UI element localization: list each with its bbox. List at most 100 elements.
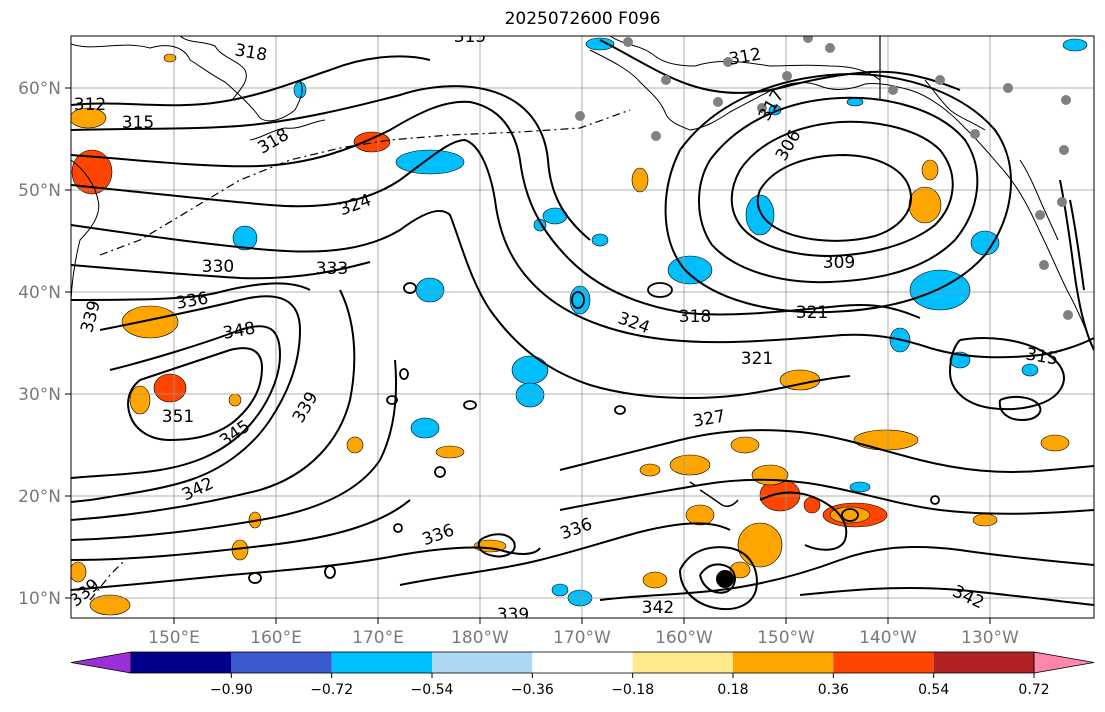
station-dot xyxy=(1057,197,1067,207)
lon-tick-label: 160°W xyxy=(655,628,713,648)
map-background xyxy=(71,36,1094,618)
contour-label: 321 xyxy=(741,349,773,369)
anomaly-patch xyxy=(415,277,445,303)
contour-label: 351 xyxy=(162,407,194,427)
anomaly-patch xyxy=(129,385,151,415)
colorbar-bin xyxy=(131,652,232,673)
station-dot xyxy=(757,103,767,113)
lon-tick-label: 170°E xyxy=(352,628,404,648)
lat-tick-label: 50°N xyxy=(18,181,61,201)
colorbar-bin xyxy=(532,652,633,673)
colorbar-tick-label: 0.54 xyxy=(918,682,949,698)
anomaly-patch xyxy=(515,382,545,408)
contour-label: 342 xyxy=(642,598,674,618)
anomaly-patch xyxy=(642,571,668,589)
anomaly-patch xyxy=(153,373,187,403)
anomaly-patch xyxy=(585,37,615,51)
lon-tick-label: 150°W xyxy=(757,628,815,648)
anomaly-patch xyxy=(751,464,789,486)
station-dot xyxy=(825,43,835,53)
station-dot xyxy=(623,37,633,47)
anomaly-patch xyxy=(639,463,661,477)
lon-tick-label: 140°W xyxy=(859,628,917,648)
anomaly-patch xyxy=(829,506,871,524)
lat-tick-label: 60°N xyxy=(18,79,61,99)
colorbar-extend-min xyxy=(70,651,132,674)
lat-tick-label: 40°N xyxy=(18,283,61,303)
station-dot xyxy=(935,75,945,85)
colorbar-tick-label: −0.90 xyxy=(210,682,253,698)
colorbar-bin xyxy=(432,652,533,673)
colorbar-tick-label: −0.36 xyxy=(511,682,554,698)
colorbar-tick-label: −0.72 xyxy=(310,682,353,698)
axis-ticks: 60°N 50°N 40°N 30°N 20°N 10°N 150°E 160°E 170°E 1… xyxy=(18,79,1019,648)
anomaly-patch xyxy=(1040,434,1070,452)
anomaly-patch xyxy=(631,167,649,193)
station-dot xyxy=(713,97,723,107)
colorbar-bin xyxy=(833,652,934,673)
station-dot xyxy=(803,36,813,43)
anomaly-patch xyxy=(849,481,871,493)
station-dot xyxy=(661,75,671,85)
station-dot xyxy=(1039,260,1049,270)
anomaly-patch xyxy=(293,81,307,99)
contour-label: 318 xyxy=(679,307,711,327)
colorbar-bin xyxy=(933,652,1034,673)
station-dot xyxy=(651,131,661,141)
anomaly-patch xyxy=(591,233,609,247)
station-dot xyxy=(970,129,980,139)
contour-label: 315 xyxy=(454,27,486,47)
anomaly-patch xyxy=(970,230,1000,256)
colorbar-tick-label: 0.36 xyxy=(818,682,849,698)
anomaly-patch xyxy=(921,159,939,181)
anomaly-patch xyxy=(121,305,179,339)
anomaly-patch xyxy=(853,429,919,451)
contour-label: 312 xyxy=(74,95,106,115)
station-dot xyxy=(1003,83,1013,93)
anomaly-patch xyxy=(669,454,711,476)
anomaly-patch xyxy=(569,285,591,315)
storm-center-marker xyxy=(716,570,734,588)
map-title: 2025072600 F096 xyxy=(504,9,661,29)
station-dot xyxy=(888,85,898,95)
colorbar-bin xyxy=(231,652,332,673)
anomaly-patch xyxy=(71,561,87,583)
gridlines xyxy=(71,36,1094,618)
anomaly-patch xyxy=(846,97,864,107)
colorbar-tick-label: 0.72 xyxy=(1018,682,1049,698)
station-dot xyxy=(1059,145,1069,155)
anomaly-patch xyxy=(1021,363,1039,377)
colorbar-frame xyxy=(130,651,1035,674)
lon-tick-label: 160°E xyxy=(250,628,302,648)
anomaly-patch xyxy=(232,225,258,251)
anomaly-patch xyxy=(346,436,364,454)
station-dot xyxy=(1061,95,1071,105)
station-dot xyxy=(575,111,585,121)
station-dot xyxy=(782,71,792,81)
trajectory-dashdot xyxy=(99,109,631,256)
colorbar: −0.90 −0.72 −0.54 −0.36 −0.18 0.18 0.36 0.54 0.7… xyxy=(70,651,1095,698)
small-contour-blobs xyxy=(248,282,940,584)
lat-tick-label: 30°N xyxy=(18,385,61,405)
anomaly-patch xyxy=(228,393,242,407)
anomaly-patch xyxy=(435,445,465,459)
station-dot xyxy=(1035,210,1045,220)
anomaly-patch xyxy=(511,355,549,385)
colorbar-tick-label: −0.54 xyxy=(411,682,454,698)
anomaly-patch xyxy=(89,594,131,616)
anomaly-patch xyxy=(71,107,107,129)
anomaly-patch xyxy=(395,149,465,175)
lon-tick-label: 170°W xyxy=(553,628,611,648)
anomaly-patch xyxy=(163,53,177,63)
anomaly-patch xyxy=(908,186,942,224)
anomaly-patch xyxy=(667,255,713,285)
lat-tick-label: 20°N xyxy=(18,487,61,507)
station-markers xyxy=(575,36,1073,320)
anomaly-patch xyxy=(71,149,113,195)
colorbar-tick-label: −0.18 xyxy=(611,682,654,698)
anomaly-patch xyxy=(972,513,998,527)
anomaly-patch xyxy=(745,194,775,236)
colorbar-bin xyxy=(632,652,733,673)
anomaly-patch xyxy=(730,436,760,454)
